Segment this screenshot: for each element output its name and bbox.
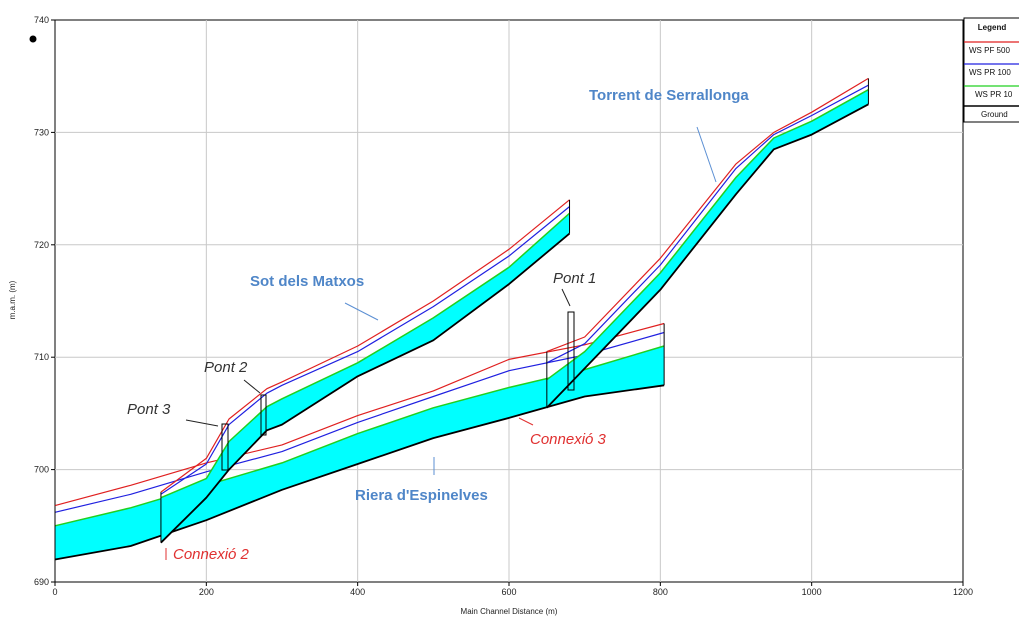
legend-box xyxy=(963,17,1019,123)
legend-label-pf500: WS PF 500 xyxy=(969,46,1010,55)
marker-dot xyxy=(29,35,37,43)
reach-sot xyxy=(160,199,571,544)
x-axis-title: Main Channel Distance (m) xyxy=(461,607,558,616)
annotation-pont-3: Pont 3 xyxy=(127,401,171,418)
series-line-pr100 xyxy=(160,206,570,495)
x-tick-label: 800 xyxy=(653,587,668,597)
arrow-pont-3 xyxy=(185,419,219,427)
annotation-connexio-2: Connexió 2 xyxy=(173,546,250,563)
legend-label-pr100: WS PR 100 xyxy=(969,68,1011,77)
arrow-pont-2 xyxy=(243,379,261,394)
x-tick-label: 600 xyxy=(501,587,516,597)
legend-title: Legend xyxy=(978,23,1007,32)
bridge-pont-3 xyxy=(221,423,229,471)
series-line-pf500 xyxy=(160,199,570,493)
reach-torrent xyxy=(546,77,869,409)
y-axis-title: m.a.m. (m) xyxy=(8,280,17,319)
series-line-ground xyxy=(160,232,571,544)
y-tick-label: 720 xyxy=(34,240,49,250)
y-tick-label: 690 xyxy=(34,577,49,587)
annotation-connexio-3: Connexió 3 xyxy=(530,431,607,448)
series-line-pr10 xyxy=(160,212,570,499)
x-tick-label: 400 xyxy=(350,587,365,597)
annotation-pont-2: Pont 2 xyxy=(204,359,248,376)
annotation-pont-1: Pont 1 xyxy=(553,270,596,287)
annotation-sot: Sot dels Matxos xyxy=(250,273,364,290)
arrow-connexio-3 xyxy=(518,417,534,426)
arrow-torrent xyxy=(696,126,717,183)
arrow-pont-1 xyxy=(561,288,571,307)
arrow-sot xyxy=(344,302,379,321)
legend-label-ground: Ground xyxy=(981,110,1008,119)
series-line-ground xyxy=(546,103,869,409)
axis-ticks: 0 200 400 600 800 1000 1200 690 700 710 720 730 740 xyxy=(34,15,973,597)
reach-riera xyxy=(54,322,665,561)
series-line-ground xyxy=(54,384,665,561)
x-tick-label: 0 xyxy=(52,587,57,597)
x-tick-label: 200 xyxy=(199,587,214,597)
y-tick-label: 730 xyxy=(34,127,49,137)
series-line-pr100 xyxy=(546,84,869,364)
series-line-pf500 xyxy=(546,77,869,353)
annotation-layer: Torrent de Serrallonga Sot dels Matxos R… xyxy=(127,87,749,563)
series-line-pr100 xyxy=(54,331,665,513)
water-fill xyxy=(55,346,665,560)
bridge-pont-1 xyxy=(567,311,575,391)
series-line-pf500 xyxy=(54,322,665,507)
annotation-riera: Riera d'Espinelves xyxy=(355,487,488,504)
x-tick-label: 1000 xyxy=(802,587,822,597)
legend: Legend WS PF 500 WS PR 100 WS PR 10 Grou… xyxy=(963,17,1019,123)
series-line-pr10 xyxy=(546,89,869,381)
x-tick-label: 1200 xyxy=(953,587,973,597)
bridge-pont-2 xyxy=(260,394,267,436)
y-tick-label: 710 xyxy=(34,352,49,362)
y-tick-label: 740 xyxy=(34,15,49,25)
legend-label-pr10: WS PR 10 xyxy=(975,90,1013,99)
annotation-torrent: Torrent de Serrallonga xyxy=(589,87,749,104)
reach-layer xyxy=(54,77,869,561)
y-tick-label: 700 xyxy=(34,465,49,475)
